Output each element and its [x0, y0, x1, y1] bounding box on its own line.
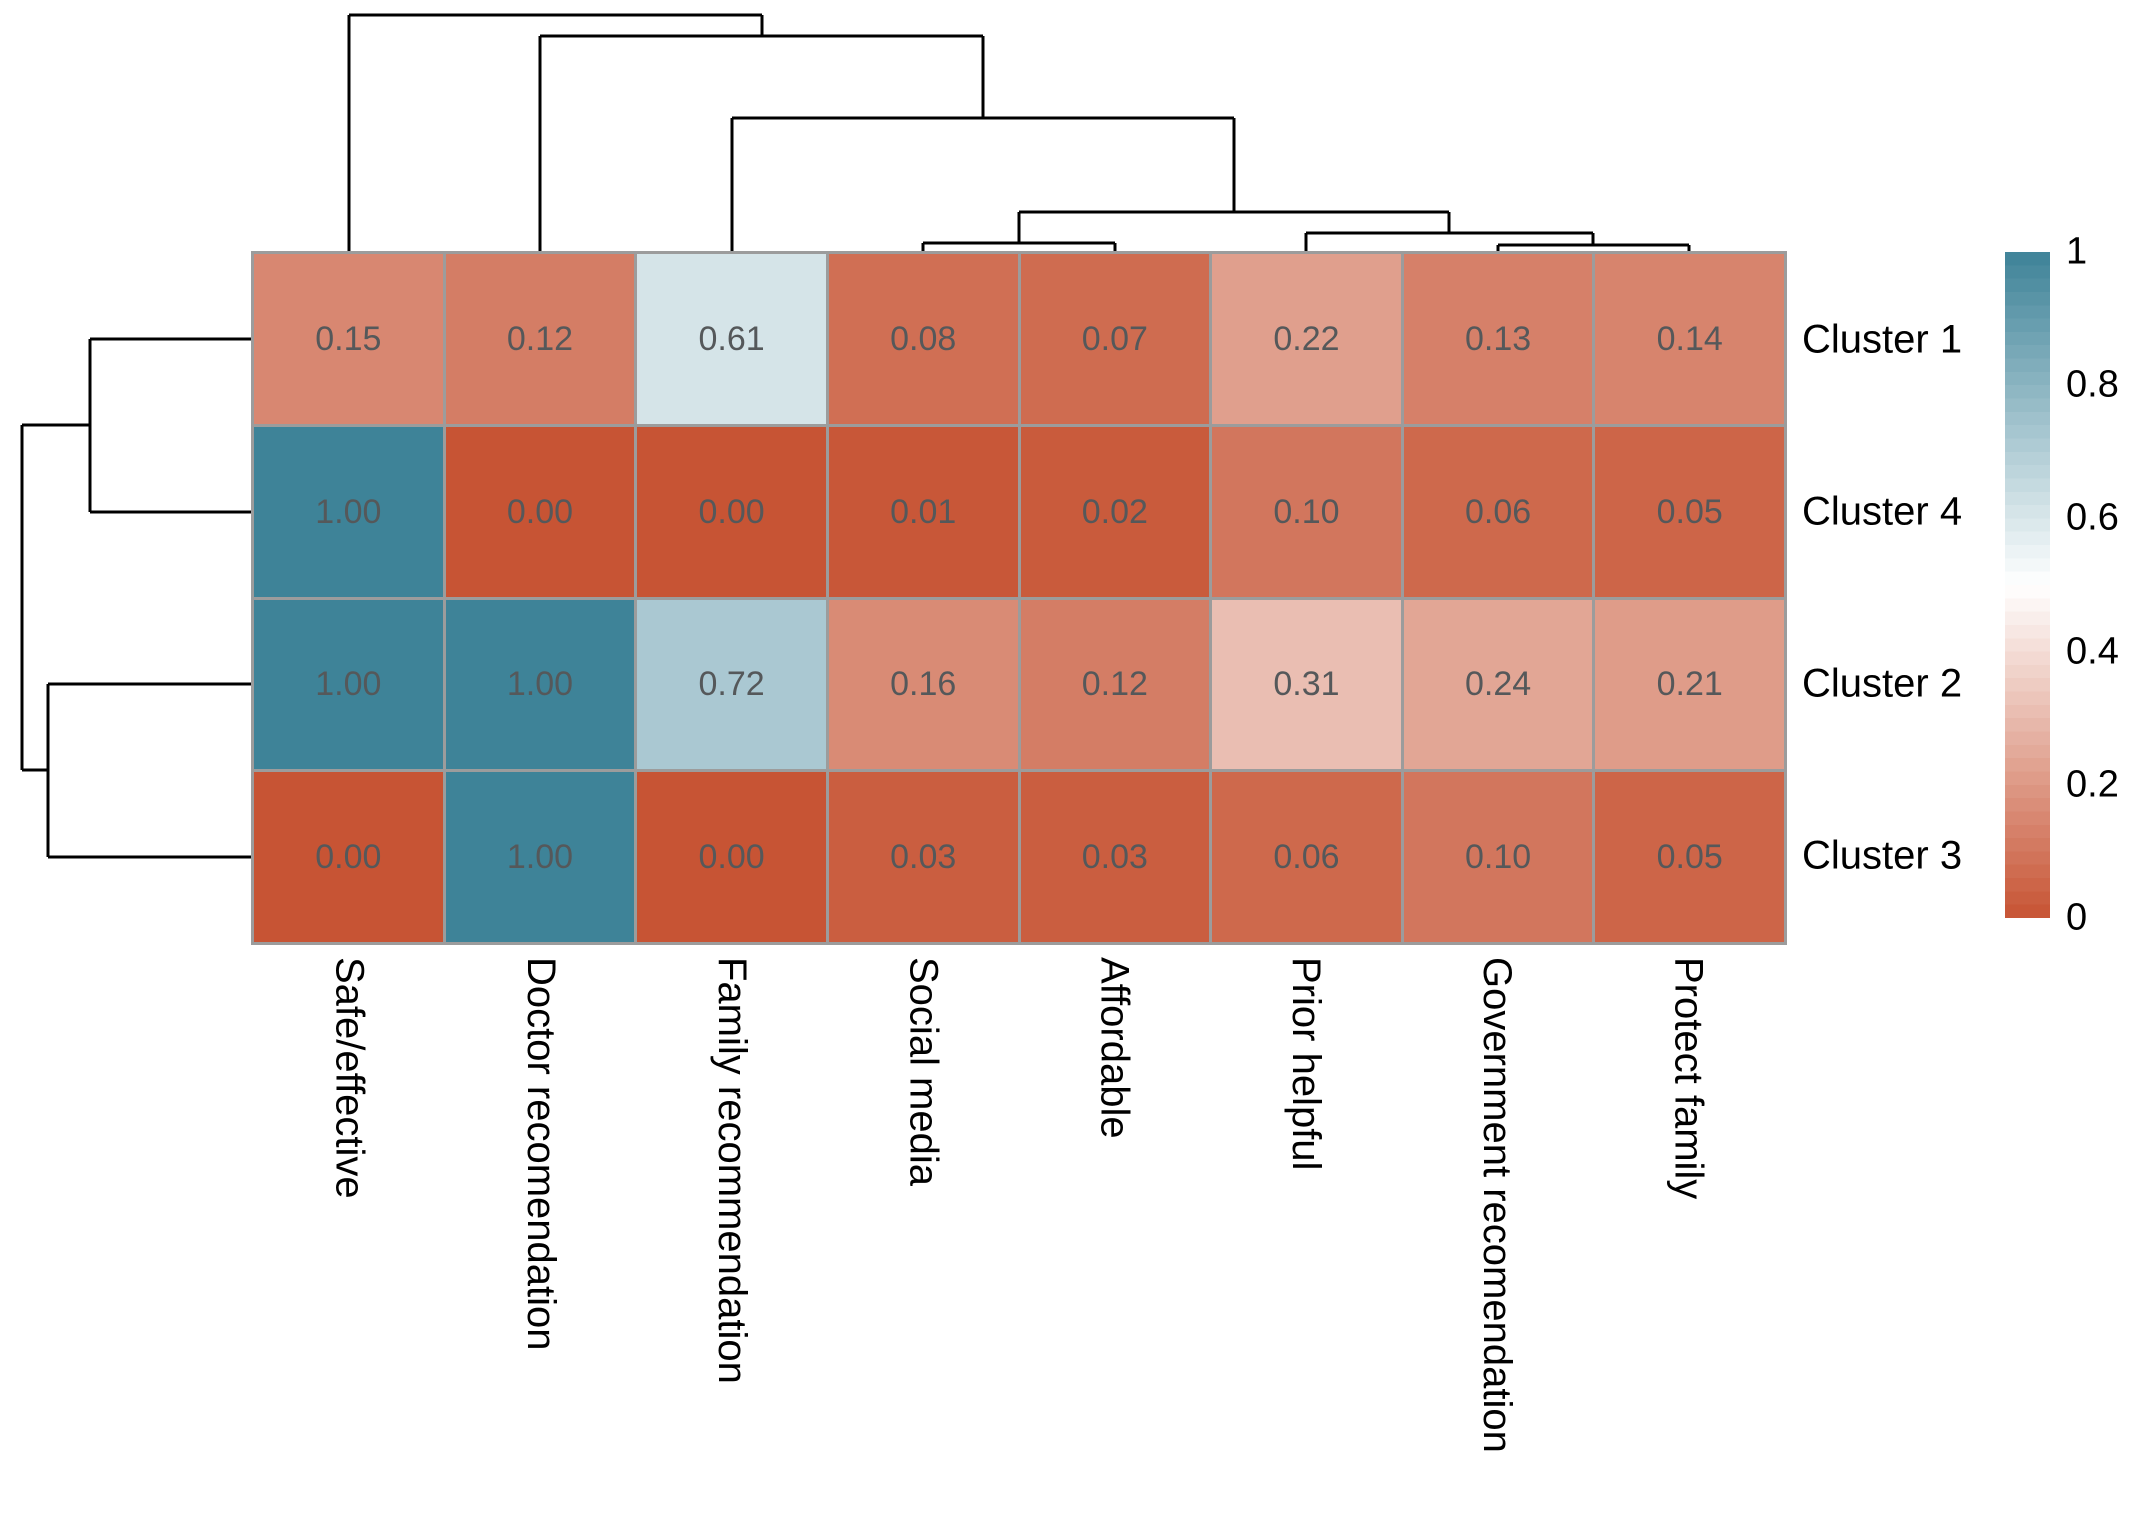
heatmap-cell: 0.03: [828, 772, 1018, 942]
cell-value: 0.16: [890, 665, 957, 704]
heatmap-cell: 0.14: [1595, 254, 1784, 424]
cell-value: 0.12: [506, 319, 574, 358]
heatmap-cell: 0.06: [1403, 426, 1593, 597]
heatmap-cell: 0.12: [445, 254, 635, 424]
cell-value: 0.00: [315, 838, 382, 877]
heatmap-cell: 0.06: [1212, 772, 1401, 942]
column-dendrogram: [347, 13, 1691, 253]
heatmap-cell: 0.13: [1403, 254, 1593, 424]
cell-value: 0.24: [1464, 665, 1532, 704]
heatmap-grid: 0.15 0.12 0.61 0.08 0.07 0.22 0.13 0.14 1.00 0.00…: [251, 251, 1787, 945]
cell-value: 1.00: [315, 665, 382, 704]
cell-value: 0.05: [1656, 838, 1723, 877]
column-label: Government recomendation: [1475, 957, 1520, 1453]
heatmap-cell: 0.31: [1212, 599, 1401, 770]
heatmap-cell: 0.15: [254, 254, 443, 424]
column-label: Doctor recomendation: [518, 957, 563, 1351]
heatmap-cell: 1.00: [254, 599, 443, 770]
row-dendrogram: [20, 337, 253, 859]
heatmap-cell: 0.21: [1595, 599, 1784, 770]
cell-value: 0.10: [1273, 492, 1340, 531]
heatmap-cell: 0.12: [1020, 599, 1210, 770]
cell-value: 1.00: [315, 492, 382, 531]
legend-tick-label: 0: [2066, 896, 2088, 939]
cell-value: 1.00: [506, 665, 574, 704]
heatmap-cell: 0.08: [828, 254, 1018, 424]
cell-value: 0.22: [1273, 319, 1340, 358]
heatmap-cell: 0.05: [1595, 426, 1784, 597]
heatmap-cell: 0.10: [1403, 772, 1593, 942]
column-label: Prior helpful: [1283, 957, 1328, 1171]
heatmap-cell: 0.00: [445, 426, 635, 597]
heatmap-cell: 0.61: [637, 254, 826, 424]
heatmap-cell: 0.72: [637, 599, 826, 770]
cell-value: 0.61: [698, 319, 765, 358]
heatmap-cell: 1.00: [445, 772, 635, 942]
legend-colorbar: [2005, 252, 2050, 918]
row-label: Cluster 3: [1802, 833, 1963, 878]
legend-tick-label: 0.6: [2066, 496, 2119, 539]
heatmap-cell: 1.00: [254, 426, 443, 597]
cell-value: 0.05: [1656, 492, 1723, 531]
heatmap-cell: 0.01: [828, 426, 1018, 597]
cell-value: 0.21: [1656, 665, 1723, 704]
heatmap-cell: 0.00: [254, 772, 443, 942]
cell-value: 0.14: [1656, 319, 1723, 358]
cell-value: 1.00: [506, 838, 574, 877]
heatmap-cell: 0.16: [828, 599, 1018, 770]
cell-value: 0.15: [315, 319, 382, 358]
row-label: Cluster 4: [1802, 489, 1963, 534]
heatmap-cell: 0.22: [1212, 254, 1401, 424]
column-label: Affordable: [1092, 957, 1137, 1139]
legend-tick-label: 1: [2066, 230, 2088, 273]
column-label: Family recommendation: [710, 957, 755, 1384]
cell-value: 0.10: [1464, 838, 1532, 877]
heatmap-cell: 0.00: [637, 426, 826, 597]
legend-tick-label: 0.4: [2066, 630, 2119, 673]
cell-value: 0.00: [506, 492, 574, 531]
heatmap-cell: 0.10: [1212, 426, 1401, 597]
cell-value: 0.00: [698, 838, 765, 877]
column-label: Protect family: [1666, 957, 1711, 1200]
cell-value: 0.03: [890, 838, 957, 877]
column-label: Social media: [901, 957, 946, 1187]
column-label: Safe/effective: [327, 957, 372, 1199]
cell-value: 0.06: [1273, 838, 1340, 877]
heatmap-cell: 0.07: [1020, 254, 1210, 424]
heatmap-cell: 0.24: [1403, 599, 1593, 770]
cell-value: 0.02: [1081, 492, 1148, 531]
row-label: Cluster 1: [1802, 317, 1963, 362]
cell-value: 0.03: [1081, 838, 1148, 877]
heatmap-cell: 1.00: [445, 599, 635, 770]
legend-tick-label: 0.8: [2066, 363, 2119, 406]
cell-value: 0.00: [698, 492, 765, 531]
cell-value: 0.07: [1081, 319, 1148, 358]
cell-value: 0.13: [1464, 319, 1532, 358]
cell-value: 0.06: [1464, 492, 1532, 531]
cell-value: 0.08: [890, 319, 957, 358]
heatmap-cell: 0.02: [1020, 426, 1210, 597]
cell-value: 0.01: [890, 492, 957, 531]
row-label: Cluster 2: [1802, 661, 1963, 706]
cell-value: 0.72: [698, 665, 765, 704]
heatmap-cell: 0.00: [637, 772, 826, 942]
heatmap-cell: 0.05: [1595, 772, 1784, 942]
cell-value: 0.12: [1081, 665, 1148, 704]
legend-tick-label: 0.2: [2066, 763, 2119, 806]
cell-value: 0.31: [1273, 665, 1340, 704]
heatmap-cell: 0.03: [1020, 772, 1210, 942]
